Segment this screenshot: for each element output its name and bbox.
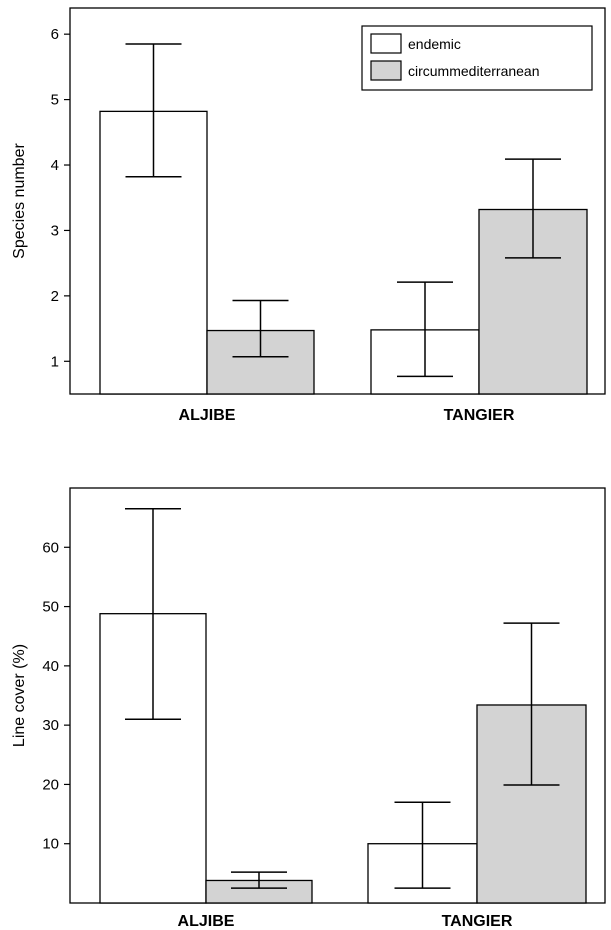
plot-frame <box>69 7 606 395</box>
y-tick-label: 6 <box>51 26 59 43</box>
category-label: ALJIBE <box>178 913 235 930</box>
error-bar-tangier-endemic <box>394 801 451 889</box>
y-tick-label: 1 <box>51 353 59 370</box>
y-tick-label: 20 <box>42 776 59 793</box>
error-bar-tangier-circummediterranean <box>505 158 561 259</box>
y-tick-label: 4 <box>51 157 59 174</box>
plot-frame <box>69 487 606 904</box>
y-tick-label: 3 <box>51 222 59 239</box>
y-tick-label: 50 <box>42 599 59 616</box>
error-bar-tangier-endemic <box>397 281 453 378</box>
y-tick-label: 10 <box>42 836 59 853</box>
chart-panel-1: 1 2 3 4 5 6 Species number ALJIBE TANGIER endemic… <box>11 7 606 424</box>
y-tick-label: 60 <box>42 539 59 556</box>
category-label: TANGIER <box>442 913 513 930</box>
y-axis-label: Species number <box>11 143 28 259</box>
y-tick-label: 40 <box>42 658 59 675</box>
error-bar-aljibe-endemic <box>125 43 182 178</box>
legend-swatch-endemic <box>370 33 402 54</box>
error-bar-aljibe-endemic <box>125 508 181 720</box>
y-tick-label: 5 <box>51 92 59 109</box>
error-bar-tangier-circummediterranean <box>503 622 560 786</box>
category-label: TANGIER <box>444 407 515 424</box>
error-bar-aljibe-circummediterranean <box>232 299 289 358</box>
legend-swatch-circummediterranean <box>370 60 402 81</box>
error-bar-aljibe-circummediterranean <box>231 871 287 889</box>
legend-label-circummediterranean: circummediterranean <box>408 63 540 79</box>
y-tick-label: 30 <box>42 717 59 734</box>
category-label: ALJIBE <box>179 407 236 424</box>
legend: endemic circummediterranean <box>361 25 593 91</box>
legend-label-endemic: endemic <box>408 36 461 52</box>
chart-panel-2: 10 20 30 40 50 60 Line cover (%) ALJIBE TANGIER <box>11 487 606 930</box>
y-tick-label: 2 <box>51 288 59 305</box>
y-axis-label: Line cover (%) <box>11 644 28 747</box>
